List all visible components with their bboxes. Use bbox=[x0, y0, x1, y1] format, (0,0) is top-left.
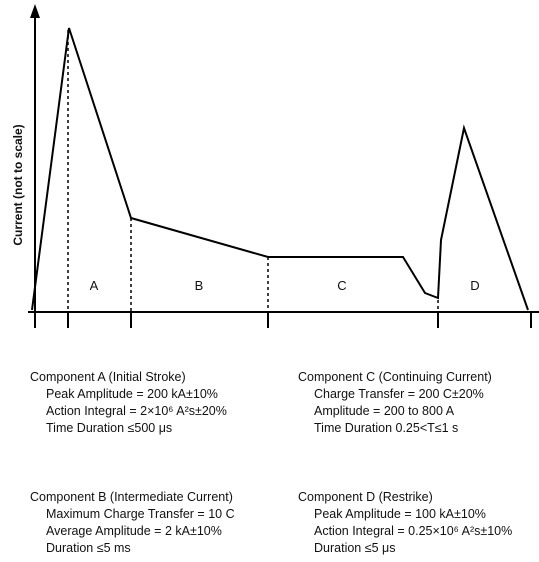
component-c-block: Component C (Continuing Current) Charge … bbox=[298, 369, 492, 437]
component-a-line-1: Peak Amplitude = 200 kA±10% bbox=[46, 387, 218, 401]
x-axis-ticks bbox=[34, 312, 532, 328]
component-a-block: Component A (Initial Stroke) Peak Amplit… bbox=[30, 369, 227, 437]
component-c-line-3: Time Duration 0.25<T≤1 s bbox=[314, 421, 459, 435]
segment-label-c: C bbox=[337, 278, 347, 293]
segment-label-b: B bbox=[194, 278, 204, 293]
current-waveform-diagram: Current (not to scale) A B C D bbox=[11, 4, 539, 328]
component-b-line-3: Duration ≤5 ms bbox=[46, 541, 131, 555]
component-b-line-2: Average Amplitude = 2 kA±10% bbox=[46, 524, 222, 538]
component-a-title: Component A (Initial Stroke) bbox=[30, 370, 186, 384]
waveform-svg bbox=[28, 4, 539, 328]
component-d-block: Component D (Restrike) Peak Amplitude = … bbox=[298, 489, 512, 557]
component-b-block: Component B (Intermediate Current) Maxim… bbox=[30, 489, 235, 557]
y-axis-label: Current (not to scale) bbox=[11, 124, 25, 246]
component-b-line-1: Maximum Charge Transfer = 10 C bbox=[46, 507, 235, 521]
component-b-title: Component B (Intermediate Current) bbox=[30, 490, 233, 504]
component-a-line-3: Time Duration ≤500 μs bbox=[46, 421, 173, 435]
component-c-title: Component C (Continuing Current) bbox=[298, 370, 492, 384]
component-d-line-1: Peak Amplitude = 100 kA±10% bbox=[314, 507, 486, 521]
component-d-line-3: Duration ≤5 μs bbox=[314, 541, 396, 555]
component-d-line-2: Action Integral = 0.25×10⁶ A²s±10% bbox=[314, 524, 513, 538]
segment-boundaries bbox=[67, 30, 439, 312]
component-d-title: Component D (Restrike) bbox=[298, 490, 433, 504]
component-a-line-2: Action Integral = 2×10⁶ A²s±20% bbox=[46, 404, 227, 418]
component-c-line-1: Charge Transfer = 200 C±20% bbox=[314, 387, 484, 401]
current-waveform-line bbox=[31, 27, 529, 311]
segment-label-d: D bbox=[470, 278, 480, 293]
component-c-line-2: Amplitude = 200 to 800 A bbox=[314, 404, 455, 418]
segment-label-a: A bbox=[89, 278, 99, 293]
y-axis-arrow bbox=[30, 4, 40, 18]
